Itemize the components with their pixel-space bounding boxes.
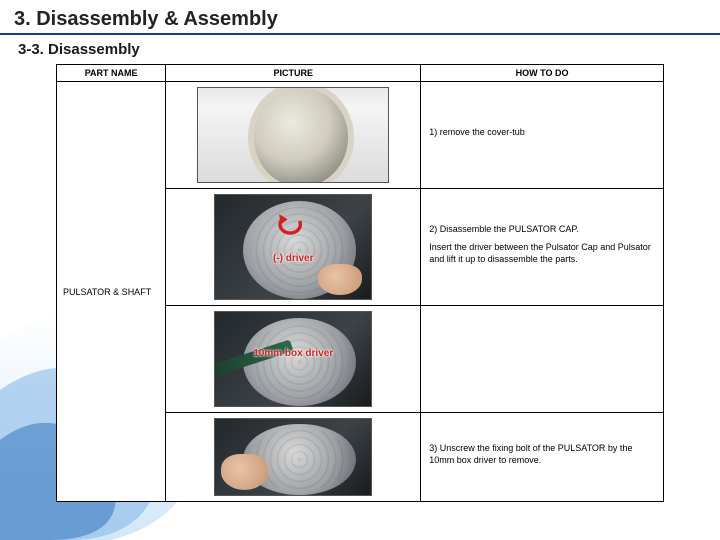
picture-cell <box>166 413 421 502</box>
howto-text: 2) Disassemble the PULSATOR CAP. <box>429 223 655 235</box>
col-header-part: PART NAME <box>57 65 166 82</box>
howto-cell <box>421 306 664 413</box>
step-photo: 10mm box driver <box>214 311 372 407</box>
disassembly-table: PART NAME PICTURE HOW TO DO PULSATOR & S… <box>56 64 664 502</box>
picture-cell <box>166 82 421 189</box>
col-header-picture: PICTURE <box>166 65 421 82</box>
section-subtitle: 3-3. Disassembly <box>0 35 720 64</box>
howto-cell: 1) remove the cover-tub <box>421 82 664 189</box>
howto-text: 3) Unscrew the fixing bolt of the PULSAT… <box>429 442 655 466</box>
picture-cell: (-) driver <box>166 189 421 306</box>
photo-overlay-label: 10mm box driver <box>253 348 333 359</box>
howto-cell: 3) Unscrew the fixing bolt of the PULSAT… <box>421 413 664 502</box>
col-header-howto: HOW TO DO <box>421 65 664 82</box>
title-bar: 3. Disassembly & Assembly <box>0 0 720 35</box>
howto-text: 1) remove the cover-tub <box>429 126 655 138</box>
rotate-arrow-icon <box>274 214 308 240</box>
section-title: 3. Disassembly & Assembly <box>14 8 706 31</box>
step-photo <box>214 418 372 496</box>
howto-text: Insert the driver between the Pulsator C… <box>429 241 655 265</box>
picture-cell: 10mm box driver <box>166 306 421 413</box>
step-photo <box>197 87 389 183</box>
photo-overlay-label: (-) driver <box>273 253 314 264</box>
step-photo: (-) driver <box>214 194 372 300</box>
howto-cell: 2) Disassemble the PULSATOR CAP. Insert t… <box>421 189 664 306</box>
table-header-row: PART NAME PICTURE HOW TO DO <box>57 65 664 82</box>
table-row: PULSATOR & SHAFT1) remove the cover-tub <box>57 82 664 189</box>
part-name-cell: PULSATOR & SHAFT <box>57 82 166 502</box>
